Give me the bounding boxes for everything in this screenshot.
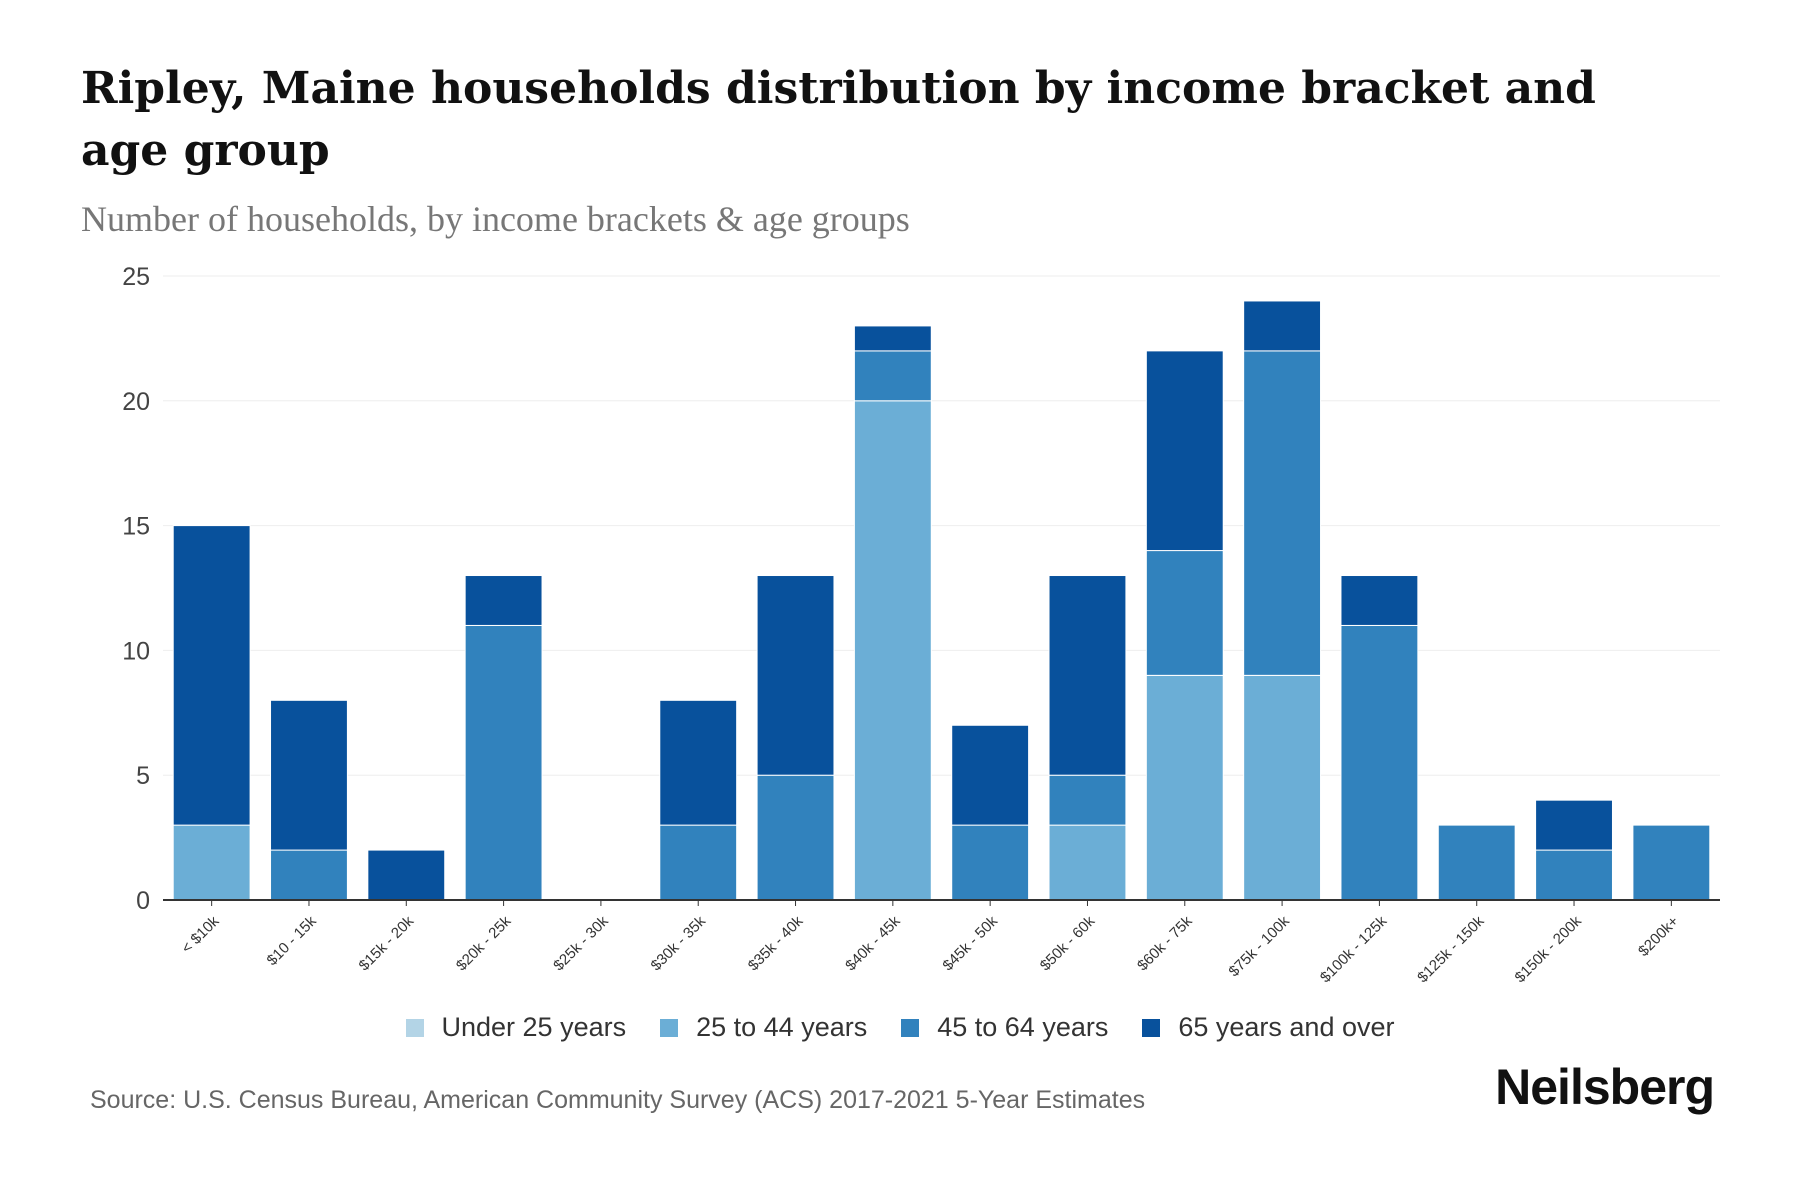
x-tick-label: $100k - 125k (1317, 912, 1391, 986)
bar-segment (756, 774, 835, 901)
y-tick-label: 5 (136, 762, 150, 790)
bar-segment (1048, 824, 1127, 901)
bar-segment (853, 350, 932, 402)
legend-swatch (405, 1018, 424, 1037)
y-tick-label: 0 (136, 887, 150, 915)
bar-segment (1535, 799, 1613, 851)
x-tick-label: $150k - 200k (1512, 912, 1586, 986)
bar-segment (270, 849, 348, 901)
x-tick-label: $200k+ (1635, 913, 1682, 960)
x-tick-label: $45k - 50k (939, 912, 1001, 974)
legend-label: 25 to 44 years (696, 1012, 868, 1042)
x-tick-label: < $10k (178, 912, 223, 957)
legend-swatch (660, 1018, 679, 1037)
legend-swatch (1142, 1018, 1161, 1037)
x-tick-label: $25k - 30k (550, 912, 612, 974)
bar-segment (1145, 674, 1224, 901)
y-tick-label: 20 (122, 388, 150, 416)
bar-segment (172, 824, 251, 901)
legend-label: Under 25 years (441, 1012, 627, 1042)
bar-segment (464, 624, 543, 901)
x-tick-label: $30k - 35k (647, 912, 709, 974)
bar-segment (756, 575, 835, 776)
y-tick-label: 10 (122, 637, 150, 665)
bar-segment (1632, 824, 1711, 901)
bar-segment (853, 400, 932, 901)
bar-segment (1243, 300, 1322, 352)
bar-segment (1243, 674, 1322, 901)
bar-segment (1535, 849, 1613, 901)
legend-swatch (901, 1018, 920, 1037)
bar-segment (659, 699, 738, 826)
legend-item: 45 to 64 years (901, 1012, 1108, 1043)
bar-segment (270, 699, 348, 851)
bar-segment (1340, 575, 1419, 626)
y-tick-label: 15 (122, 513, 150, 541)
bar-segment (951, 824, 1030, 901)
legend-label: 65 years and over (1178, 1012, 1395, 1042)
x-tick-label: $50k - 60k (1037, 912, 1099, 974)
source-note: Source: U.S. Census Bureau, American Com… (90, 1086, 1146, 1114)
x-tick-label: $60k - 75k (1134, 912, 1196, 974)
bar-segment (367, 849, 446, 901)
legend-label: 45 to 64 years (937, 1012, 1109, 1042)
bar-segment (1145, 350, 1224, 552)
bar-segment (659, 824, 738, 901)
x-tick-label: $15k - 20k (356, 912, 418, 974)
bar-segment (464, 575, 543, 626)
neilsberg-logo: Neilsberg (1495, 1059, 1715, 1115)
bar-segment (1437, 824, 1516, 901)
x-tick-label: $125k - 150k (1414, 912, 1488, 986)
bar-segment (1243, 350, 1322, 676)
legend-item: 65 years and over (1142, 1012, 1395, 1043)
chart-subtitle: Number of households, by income brackets… (81, 199, 910, 239)
x-tick-label: $75k - 100k (1225, 912, 1293, 980)
x-tick-label: $35k - 40k (745, 912, 807, 974)
bar-segment (172, 525, 251, 826)
legend-item: Under 25 years (405, 1012, 627, 1043)
legend: Under 25 years 25 to 44 years 45 to 64 yea… (0, 1012, 1800, 1043)
bar-segment (853, 325, 932, 352)
x-tick-label: $10 - 15k (264, 912, 321, 969)
bar-segment (1048, 774, 1127, 826)
y-tick-label: 25 (122, 263, 150, 291)
chart-title: Ripley, Maine households distribution by… (81, 63, 1596, 176)
bar-segment (1340, 624, 1419, 901)
x-tick-label: $20k - 25k (453, 912, 515, 974)
bar-segment (1145, 550, 1224, 676)
legend-item: 25 to 44 years (660, 1012, 867, 1043)
bar-segment (1048, 575, 1127, 776)
x-tick-label: $40k - 45k (842, 912, 904, 974)
bar-segment (951, 724, 1030, 826)
